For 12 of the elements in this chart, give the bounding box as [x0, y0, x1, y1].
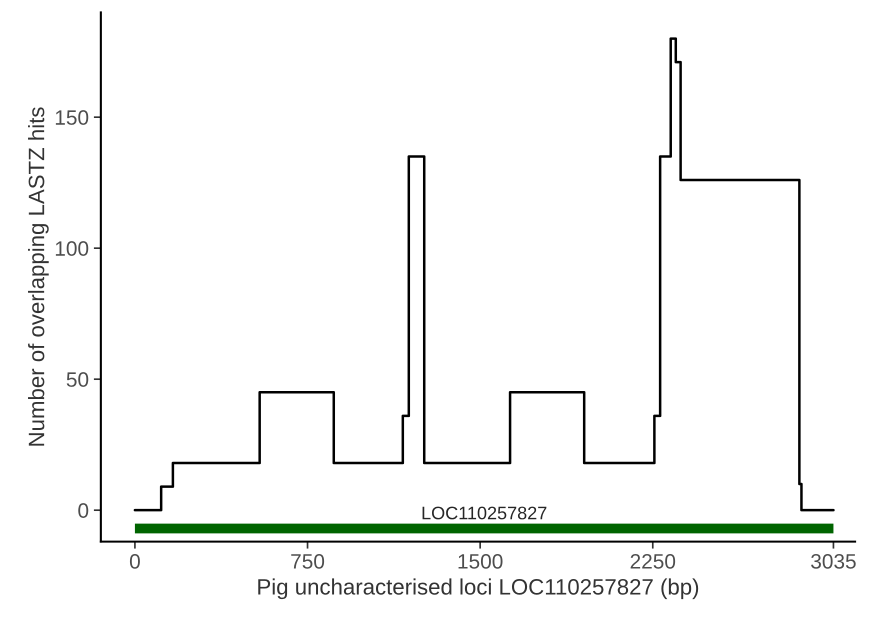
x-tick-label: 2250: [630, 554, 676, 569]
x-axis-title: Pig uncharacterised loci LOC110257827 (bp): [258, 578, 698, 600]
x-tick-label: 1500: [458, 554, 503, 569]
y-tick-label: 0: [78, 503, 88, 518]
x-tick-label: 0: [130, 554, 140, 569]
x-tick-label: 750: [291, 554, 324, 569]
y-tick-label: 50: [66, 372, 88, 387]
series-label: LOC110257827: [422, 506, 546, 520]
x-tick-label: 3035: [811, 554, 856, 569]
y-axis-title: Number of overlapping LASTZ hits: [28, 107, 49, 446]
y-tick-label: 150: [56, 110, 88, 125]
y-tick-label: 100: [56, 241, 88, 256]
